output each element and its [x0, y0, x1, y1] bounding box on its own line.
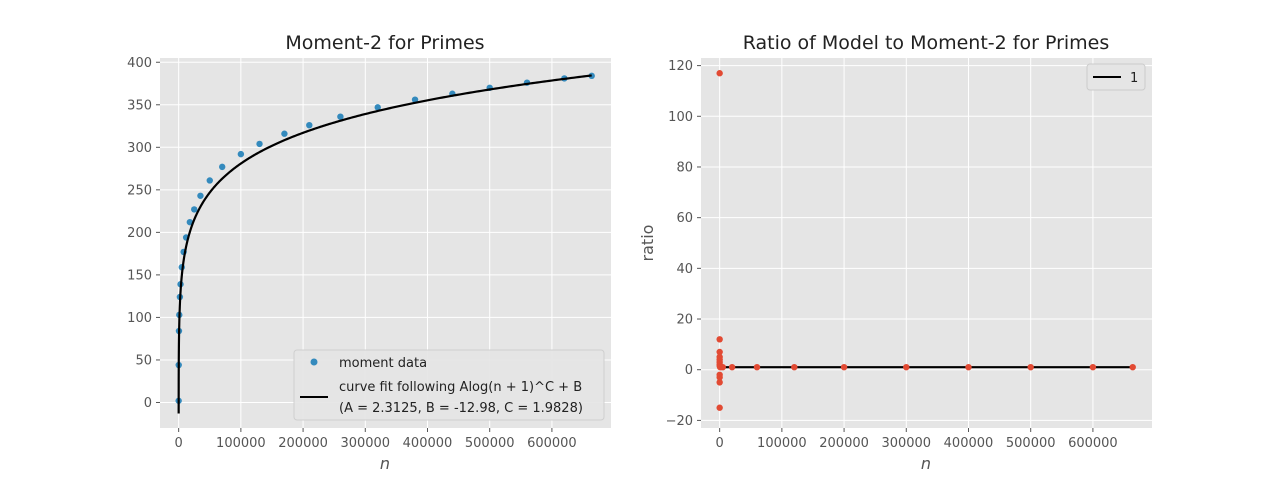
moment-data-point [219, 163, 226, 171]
moment-data-point [256, 140, 263, 148]
ratio-data-point [1129, 363, 1136, 371]
x-tick-label: 600000 [1068, 436, 1118, 451]
x-tick-label: 300000 [340, 436, 390, 451]
y-tick-label: 350 [127, 98, 152, 113]
legend-marker-moment-data [310, 358, 318, 366]
x-tick-label: 0 [175, 436, 183, 451]
legend-label-ref-line: 1 [1130, 71, 1138, 86]
y-tick-label: 80 [676, 160, 693, 175]
ratio-data-point [965, 363, 972, 371]
x-tick-label: 600000 [527, 436, 577, 451]
ratio-data-point [840, 363, 848, 371]
x-tick-label: 500000 [1006, 436, 1056, 451]
y-tick-label: 20 [676, 313, 693, 328]
chart-left-title: Moment-2 for Primes [285, 32, 484, 54]
legend-label-curve-fit: curve fit following Alog(n + 1)^C + B [339, 380, 582, 395]
y-tick-label: 60 [676, 211, 693, 226]
moment-data-point [337, 113, 344, 120]
ratio-data-point [719, 363, 726, 371]
ratio-data-point [1089, 363, 1097, 371]
chart-right-x-ticks: 0 100000 200000 300000 400000 500000 600000 [716, 428, 1118, 451]
moment-data-point [374, 104, 381, 111]
chart-left-x-ticks: 0 100000 200000 300000 400000 500000 600000 [175, 428, 577, 451]
ratio-data-point [728, 363, 736, 371]
ratio-data-point [753, 363, 761, 371]
y-tick-label: 200 [127, 226, 152, 241]
y-tick-label: −20 [666, 414, 693, 429]
x-tick-label: 100000 [757, 436, 807, 451]
x-tick-label: 500000 [465, 436, 515, 451]
x-tick-label: 200000 [819, 436, 869, 451]
ratio-data-point [716, 348, 723, 356]
x-tick-label: 200000 [278, 436, 328, 451]
ratio-data-point [791, 363, 798, 371]
ratio-data-point [716, 404, 723, 411]
x-tick-label: 300000 [881, 436, 931, 451]
ratio-data-point [716, 379, 723, 386]
chart-right-x-label: n [921, 454, 931, 473]
chart-right-y-label: ratio [638, 225, 657, 262]
y-tick-label: 150 [127, 268, 152, 283]
x-tick-label: 0 [716, 436, 724, 451]
chart-right-plot-area [701, 58, 1152, 428]
chart-right-legend: 1 [1086, 63, 1146, 91]
y-tick-label: 120 [668, 59, 693, 74]
moment-data-point [237, 150, 245, 158]
chart-left-legend: moment data curve fit following Alog(n +… [293, 349, 605, 421]
chart-left-y-ticks: 0 50 100 150 200 250 300 350 400 [127, 56, 160, 411]
y-tick-label: 250 [127, 183, 152, 198]
x-tick-label: 100000 [216, 436, 266, 451]
y-tick-label: 50 [135, 353, 152, 368]
chart-left-legend-box [293, 349, 605, 421]
moment-data-point [281, 130, 288, 137]
moment-data-point [191, 206, 198, 213]
ratio-data-point [716, 336, 723, 343]
x-tick-label: 400000 [403, 436, 453, 451]
y-tick-label: 100 [127, 311, 152, 326]
chart-right-points [716, 70, 1136, 411]
chart-left-fit-line [177, 74, 592, 414]
chart-right-title: Ratio of Model to Moment-2 for Primes [743, 32, 1110, 54]
y-tick-label: 400 [127, 56, 152, 71]
moment-data-point [411, 96, 419, 103]
moment-data-point [197, 192, 204, 199]
chart-right: Ratio of Model to Moment-2 for Primes 0 1… [638, 32, 1152, 473]
y-tick-label: 0 [144, 396, 152, 411]
y-tick-label: 300 [127, 141, 152, 156]
ratio-data-point [1027, 363, 1034, 371]
x-tick-label: 400000 [944, 436, 994, 451]
y-tick-label: 0 [685, 363, 693, 378]
chart-left: Moment-2 for Primes 0 100000 200000 300000 4… [127, 32, 611, 473]
ratio-data-point [903, 363, 910, 371]
chart-left-grid [160, 58, 611, 428]
y-tick-label: 40 [676, 262, 693, 277]
ratio-data-point [716, 70, 723, 77]
legend-label-curve-fit-params: (A = 2.3125, B = -12.98, C = 1.9828) [339, 401, 583, 416]
moment-data-point [206, 177, 213, 184]
chart-left-x-label: n [380, 454, 390, 473]
legend-label-moment-data: moment data [339, 356, 427, 371]
moment-data-point [306, 121, 313, 129]
ratio-data-point [716, 371, 723, 378]
chart-right-y-ticks: −20 0 20 40 60 80 100 120 [666, 59, 701, 429]
y-tick-label: 100 [668, 110, 693, 125]
